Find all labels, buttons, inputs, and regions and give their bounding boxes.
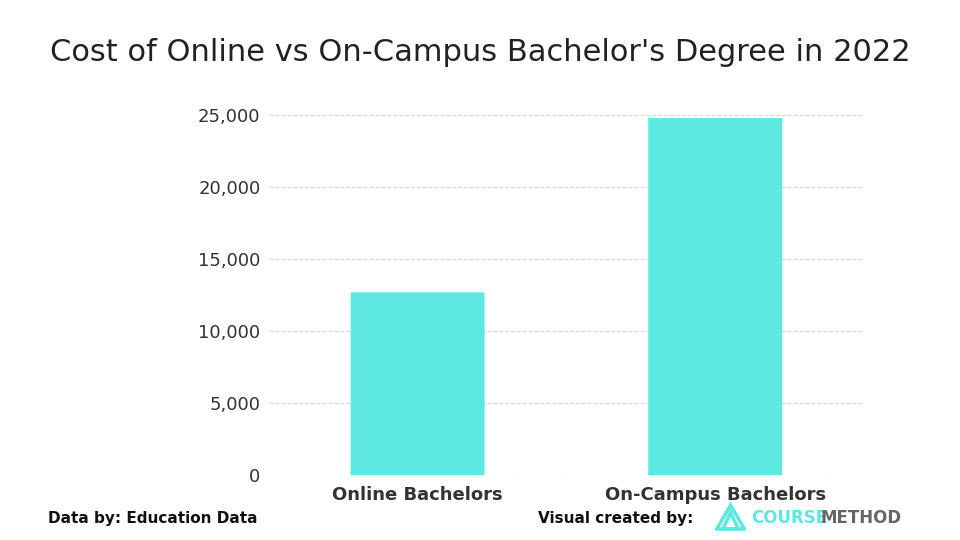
Text: Visual created by:: Visual created by: bbox=[538, 511, 693, 526]
Text: COURSE: COURSE bbox=[751, 509, 827, 528]
Text: METHOD: METHOD bbox=[821, 509, 902, 528]
Text: Cost of Online vs On-Campus Bachelor's Degree in 2022: Cost of Online vs On-Campus Bachelor's D… bbox=[50, 38, 910, 67]
FancyBboxPatch shape bbox=[648, 118, 782, 475]
FancyBboxPatch shape bbox=[350, 292, 485, 475]
Text: Data by: Education Data: Data by: Education Data bbox=[48, 511, 257, 526]
